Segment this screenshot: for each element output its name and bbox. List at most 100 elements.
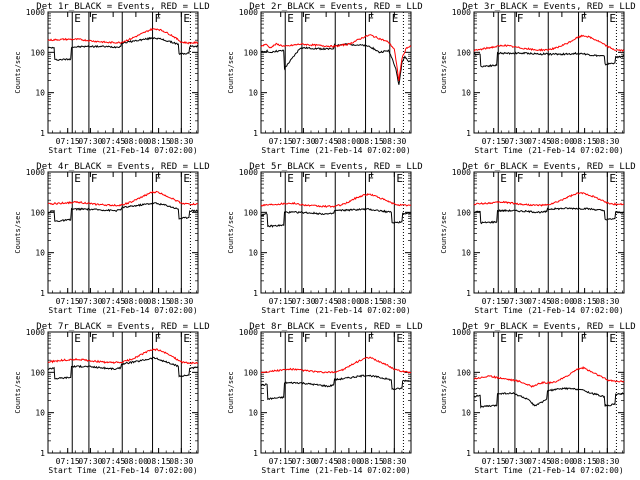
x-tick-label: 08:15 xyxy=(147,457,171,466)
x-tick-label: 07:45 xyxy=(101,137,125,146)
x-tick-label: 07:30 xyxy=(291,297,315,306)
event-marker-label: F xyxy=(517,172,524,185)
y-axis-label: Counts/sec xyxy=(227,211,235,253)
series-line-lld xyxy=(473,192,625,207)
event-marker-label: F xyxy=(368,332,375,345)
x-tick-label: 08:00 xyxy=(337,137,361,146)
panel-title: Det 2r_BLACK = Events, RED = LLD xyxy=(249,2,422,12)
x-tick-label: 07:15 xyxy=(482,297,506,306)
x-axis-label: Start Time (21-Feb-14 07:02:00) xyxy=(48,146,197,155)
y-tick-label: 1000 xyxy=(239,328,258,337)
y-tick-label: 10 xyxy=(35,249,45,258)
event-marker-label: E xyxy=(287,172,294,185)
plot-frame xyxy=(260,331,412,454)
x-tick-label: 08:15 xyxy=(573,457,597,466)
plot-frame xyxy=(473,171,625,294)
x-tick-label: 08:00 xyxy=(550,137,574,146)
x-tick-label: 08:15 xyxy=(360,297,384,306)
panel-title: Det 1r_BLACK = Events, RED = LLD xyxy=(36,2,209,12)
event-marker-label: E xyxy=(74,12,81,25)
event-marker-label: F xyxy=(304,12,311,25)
series-line-lld xyxy=(473,366,625,388)
y-tick-label: 100 xyxy=(457,48,472,57)
series-line-lld xyxy=(47,348,199,365)
panel-title: Det 8r_BLACK = Events, RED = LLD xyxy=(249,322,422,332)
x-tick-label: 08:30 xyxy=(382,457,406,466)
event-marker-label: F xyxy=(517,332,524,345)
series-line-events xyxy=(47,201,199,223)
x-tick-label: 07:45 xyxy=(101,297,125,306)
x-tick-label: 08:30 xyxy=(595,297,619,306)
detector-panel-4: Det 4r_BLACK = Events, RED = LLD 1 10 100 10… xyxy=(14,162,210,315)
x-tick-label: 07:30 xyxy=(291,137,315,146)
x-tick-label: 07:15 xyxy=(482,137,506,146)
event-marker-label: F xyxy=(155,12,162,25)
x-tick-label: 08:15 xyxy=(573,297,597,306)
y-tick-label: 100 xyxy=(31,48,46,57)
x-tick-label: 08:00 xyxy=(124,297,148,306)
event-marker-label: E xyxy=(74,332,81,345)
x-tick-label: 07:45 xyxy=(101,457,125,466)
y-axis-label: Counts/sec xyxy=(14,211,22,253)
detector-panel-2: Det 2r_BLACK = Events, RED = LLD 1 10 100 10… xyxy=(227,2,423,155)
x-tick-label: 07:30 xyxy=(504,137,528,146)
panel-title: Det 3r_BLACK = Events, RED = LLD xyxy=(462,2,635,12)
x-tick-label: 08:15 xyxy=(573,137,597,146)
y-tick-label: 10 xyxy=(248,89,258,98)
series-line-events xyxy=(260,207,412,228)
x-tick-label: 07:45 xyxy=(314,137,338,146)
x-axis-label: Start Time (21-Feb-14 07:02:00) xyxy=(48,306,197,315)
event-marker-label: F xyxy=(517,12,524,25)
y-axis-label: Counts/sec xyxy=(14,371,22,413)
x-tick-label: 08:30 xyxy=(595,137,619,146)
series-line-events xyxy=(473,207,625,225)
event-marker-label: F xyxy=(581,12,588,25)
x-tick-label: 08:30 xyxy=(169,457,193,466)
event-marker-label: F xyxy=(368,12,375,25)
y-axis-label: Counts/sec xyxy=(227,371,235,413)
x-tick-label: 07:30 xyxy=(504,297,528,306)
event-marker-label: E xyxy=(609,172,616,185)
y-axis-label: Counts/sec xyxy=(14,51,22,93)
y-tick-label: 1000 xyxy=(26,328,45,337)
plot-frame xyxy=(260,11,412,134)
y-tick-label: 1000 xyxy=(26,8,45,17)
event-marker-label: F xyxy=(581,332,588,345)
plot-frame xyxy=(47,171,199,294)
event-marker-label: E xyxy=(287,12,294,25)
y-tick-label: 100 xyxy=(244,208,259,217)
y-tick-label: 1 xyxy=(466,129,471,138)
y-tick-label: 100 xyxy=(457,208,472,217)
event-marker-label: E xyxy=(392,12,399,25)
y-tick-label: 1000 xyxy=(452,168,471,177)
y-tick-label: 1000 xyxy=(239,8,258,17)
y-tick-label: 1 xyxy=(253,129,258,138)
y-axis-label: Counts/sec xyxy=(227,51,235,93)
y-tick-label: 100 xyxy=(244,368,259,377)
plot-frame xyxy=(47,331,199,454)
y-tick-label: 10 xyxy=(248,249,258,258)
event-marker-label: F xyxy=(91,332,98,345)
x-tick-label: 08:30 xyxy=(169,297,193,306)
y-tick-label: 1000 xyxy=(239,168,258,177)
x-tick-label: 08:15 xyxy=(360,137,384,146)
x-tick-label: 07:30 xyxy=(78,457,102,466)
x-axis-label: Start Time (21-Feb-14 07:02:00) xyxy=(261,306,410,315)
x-tick-label: 07:30 xyxy=(78,297,102,306)
x-tick-label: 08:00 xyxy=(124,457,148,466)
panel-title: Det 7r_BLACK = Events, RED = LLD xyxy=(36,322,209,332)
y-tick-label: 100 xyxy=(457,368,472,377)
x-tick-label: 08:30 xyxy=(169,137,193,146)
x-axis-label: Start Time (21-Feb-14 07:02:00) xyxy=(48,466,197,475)
event-marker-label: F xyxy=(155,332,162,345)
series-line-events xyxy=(47,356,199,380)
x-tick-label: 07:15 xyxy=(269,137,293,146)
event-marker-label: F xyxy=(304,172,311,185)
y-tick-label: 1 xyxy=(40,289,45,298)
detector-panel-7: Det 7r_BLACK = Events, RED = LLD 1 10 100 10… xyxy=(14,322,210,475)
x-tick-label: 07:15 xyxy=(269,457,293,466)
series-line-lld xyxy=(47,27,199,45)
y-tick-label: 1000 xyxy=(452,328,471,337)
x-axis-label: Start Time (21-Feb-14 07:02:00) xyxy=(474,466,623,475)
